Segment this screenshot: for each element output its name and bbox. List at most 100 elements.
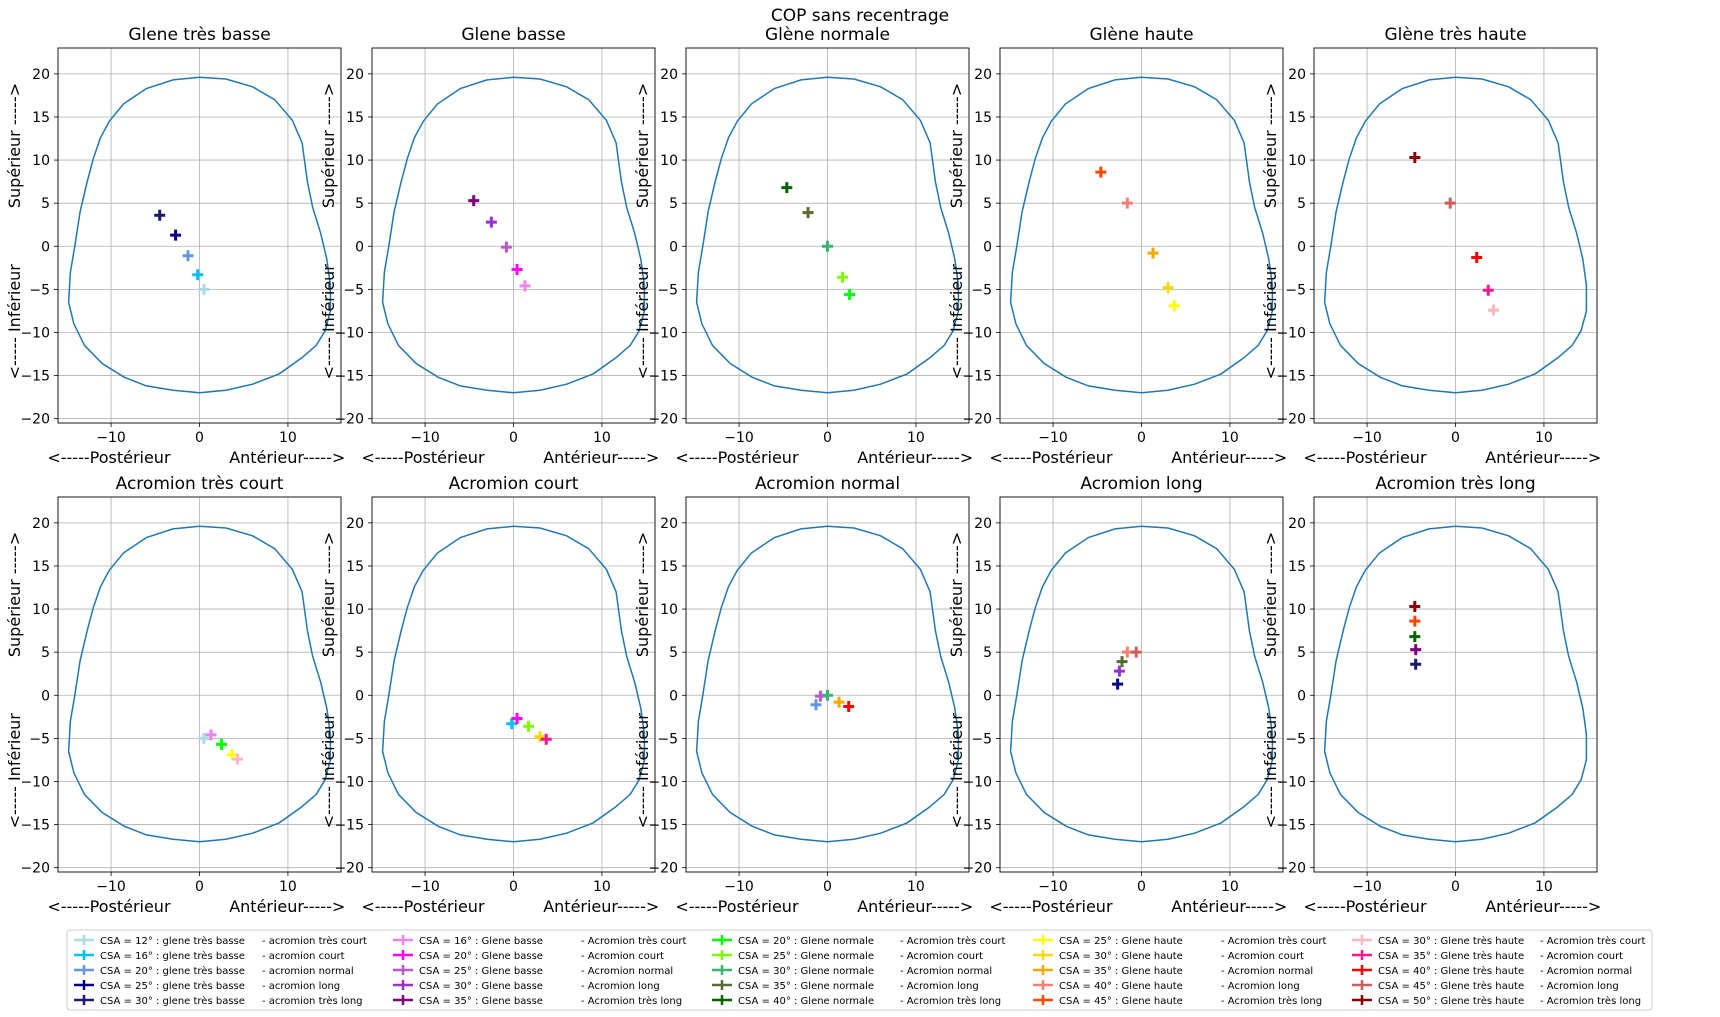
x-axis-label-right: Antérieur-----> — [543, 897, 659, 916]
data-point — [232, 753, 244, 765]
y-tick-label: −5 — [343, 282, 364, 298]
data-point — [182, 250, 194, 262]
y-axis-label-bottom: <----- Inférieur — [633, 713, 652, 829]
x-axis-label-right: Antérieur-----> — [229, 448, 345, 467]
x-tick-label: 10 — [1535, 430, 1553, 446]
glenoid-outline — [1323, 76, 1588, 394]
y-tick-label: 15 — [974, 559, 992, 575]
legend-suffix: - Acromion long — [1540, 981, 1619, 992]
legend-marker — [74, 935, 94, 945]
data-point — [1409, 151, 1421, 163]
y-tick-label: 10 — [660, 602, 678, 618]
subplot-title: Acromion très long — [1375, 474, 1535, 494]
x-tick-label: −10 — [1352, 430, 1382, 446]
x-axis-label-right: Antérieur-----> — [1171, 897, 1287, 916]
legend-label: CSA = 35° : Glene normale — [738, 981, 874, 992]
y-axis-label-top: Supérieur -----> — [947, 532, 966, 657]
legend-marker — [74, 995, 94, 1005]
data-point — [192, 269, 204, 281]
y-tick-label: −20 — [648, 412, 678, 428]
y-tick-label: −15 — [20, 369, 50, 385]
x-axis-label-left: <-----Postérieur — [675, 448, 799, 467]
axes-frame — [1313, 47, 1598, 424]
legend-marker — [1033, 980, 1053, 990]
x-axis-label-left: <-----Postérieur — [1303, 448, 1427, 467]
y-tick-label: 5 — [669, 196, 678, 212]
x-tick-label: 10 — [593, 879, 611, 895]
y-tick-label: 5 — [983, 196, 992, 212]
y-tick-label: −15 — [962, 818, 992, 834]
legend-suffix: - Acromion très court — [581, 935, 687, 947]
y-tick-label: 10 — [346, 602, 364, 618]
legend-label: CSA = 25° : Glene normale — [738, 951, 874, 962]
x-tick-label: −10 — [724, 879, 754, 895]
data-point — [468, 195, 480, 207]
y-tick-label: −15 — [962, 369, 992, 385]
data-point — [1409, 631, 1421, 643]
legend-suffix: - Acromion court — [1540, 951, 1623, 962]
y-tick-label: −15 — [334, 818, 364, 834]
y-tick-label: 10 — [32, 602, 50, 618]
x-tick-label: −10 — [1352, 879, 1382, 895]
x-axis-label-right: Antérieur-----> — [543, 448, 659, 467]
y-tick-label: 20 — [346, 67, 364, 83]
x-axis-label-left: <-----Postérieur — [675, 897, 799, 916]
subplot-title: Glène haute — [1089, 25, 1193, 45]
y-axis-label-top: Supérieur -----> — [633, 83, 652, 208]
x-tick-label: 0 — [1451, 879, 1460, 895]
data-point — [540, 733, 552, 745]
x-axis-label-right: Antérieur-----> — [857, 897, 973, 916]
y-tick-label: 20 — [974, 516, 992, 532]
subplot: Glène très haute −10 0 10 −20 −15 −10 −5 0 5 10 15 2… — [1261, 25, 1601, 467]
legend-suffix: - Acromion très court — [1221, 935, 1327, 947]
y-tick-label: 15 — [346, 110, 364, 126]
y-tick-label: 0 — [41, 688, 50, 704]
legend-suffix: - Acromion long — [900, 981, 979, 992]
data-point — [822, 689, 833, 701]
legend-marker — [74, 980, 94, 990]
legend-marker — [712, 950, 732, 960]
legend-label: CSA = 35° : Glene basse — [419, 996, 543, 1007]
y-axis-label-top: Supérieur -----> — [947, 83, 966, 208]
y-tick-label: −10 — [1276, 774, 1306, 790]
legend-marker — [712, 935, 732, 945]
legend-suffix: - Acromion très court — [900, 935, 1006, 947]
legend-suffix: - Acromion très long — [1540, 995, 1641, 1007]
y-tick-label: 10 — [974, 602, 992, 618]
y-tick-label: 0 — [983, 688, 992, 704]
y-tick-label: 20 — [660, 516, 678, 532]
legend-label: CSA = 40° : Glene très haute — [1378, 965, 1524, 977]
legend-marker — [1352, 950, 1372, 960]
y-tick-label: 15 — [1288, 559, 1306, 575]
data-point — [1410, 644, 1422, 656]
data-point — [1488, 304, 1500, 316]
data-point — [523, 720, 535, 732]
y-axis-label-bottom: <----- Inférieur — [319, 264, 338, 380]
x-tick-label: −10 — [1038, 430, 1068, 446]
y-tick-label: 15 — [1288, 110, 1306, 126]
y-axis-label-bottom: <----- Inférieur — [319, 713, 338, 829]
y-tick-label: 20 — [32, 67, 50, 83]
x-tick-label: 0 — [1451, 430, 1460, 446]
data-point — [833, 696, 845, 708]
y-tick-label: 20 — [1288, 516, 1306, 532]
subplot: Glène normale −10 0 10 −20 −15 −10 −5 0 5 10 15 20 <-… — [633, 25, 973, 467]
y-tick-label: −5 — [1285, 282, 1306, 298]
data-point — [154, 209, 166, 221]
legend-suffix: - Acromion normal — [1540, 966, 1632, 977]
data-point — [1471, 251, 1483, 263]
data-point — [1444, 197, 1456, 209]
legend-marker — [74, 965, 94, 975]
x-tick-label: 10 — [279, 430, 297, 446]
legend-marker — [1352, 935, 1372, 945]
data-point — [1116, 656, 1128, 668]
axes-frame — [685, 496, 970, 873]
legend-suffix: - Acromion court — [900, 951, 983, 962]
legend-label: CSA = 25° : glene très basse — [100, 980, 245, 992]
legend-label: CSA = 40° : Glene normale — [738, 996, 874, 1007]
legend-marker — [712, 995, 732, 1005]
subplot: Acromion très court −10 0 10 −20 −15 −10 −5 0 5 10… — [5, 474, 345, 916]
y-tick-label: −5 — [657, 282, 678, 298]
glenoid-outline — [1009, 525, 1274, 843]
